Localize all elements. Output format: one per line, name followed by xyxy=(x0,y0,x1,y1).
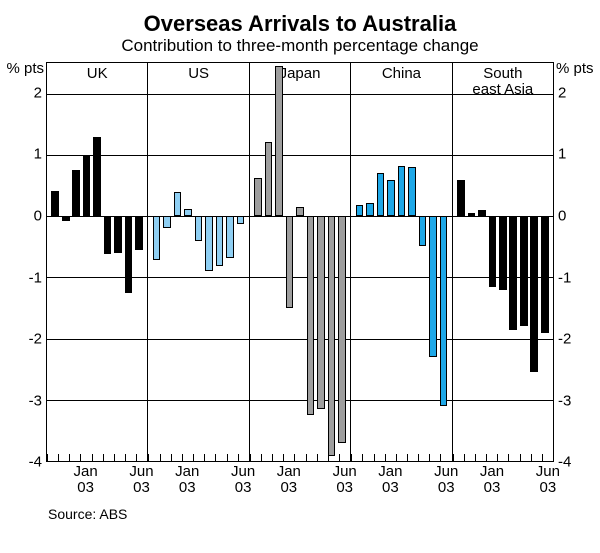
bar xyxy=(398,166,406,216)
y-tick-label: -3 xyxy=(29,392,42,409)
bar xyxy=(114,216,122,253)
bar xyxy=(135,216,143,250)
y-tick-label: -3 xyxy=(558,392,571,409)
bar xyxy=(237,216,245,223)
y-tick-label: 0 xyxy=(558,208,566,225)
bars-group xyxy=(148,63,248,461)
bar xyxy=(254,178,262,216)
bar xyxy=(216,216,224,266)
y-tick-label: 1 xyxy=(34,146,42,163)
plot-area: UKUSJapanChinaSouth east Asia xyxy=(46,62,554,462)
chart-container: Overseas Arrivals to Australia Contribut… xyxy=(0,0,600,553)
x-tick-label: Jan 03 xyxy=(175,464,199,496)
y-unit-right: % pts xyxy=(556,60,594,77)
x-tick-label: Jun 03 xyxy=(536,464,560,496)
bar xyxy=(489,216,497,286)
bar xyxy=(387,180,395,217)
bar xyxy=(509,216,517,329)
bar xyxy=(366,203,374,216)
bar xyxy=(377,173,385,216)
x-tick-label: Jan 03 xyxy=(480,464,504,496)
bar xyxy=(93,137,101,217)
panel: UK xyxy=(47,63,148,461)
y-unit-left: % pts xyxy=(6,60,44,77)
y-tick-label: -1 xyxy=(558,269,571,286)
y-axis-right: % pts 210-1-2-3-4 xyxy=(554,62,586,462)
panel: South east Asia xyxy=(453,63,553,461)
bars-group xyxy=(47,63,147,461)
y-tick-label: 0 xyxy=(34,208,42,225)
y-tick-label: -1 xyxy=(29,269,42,286)
bars-group xyxy=(351,63,451,461)
bar xyxy=(62,216,70,221)
bar xyxy=(478,210,486,216)
bar xyxy=(328,216,336,456)
y-tick-label: 2 xyxy=(558,84,566,101)
y-axis-left: % pts 210-1-2-3-4 xyxy=(14,62,46,462)
bar xyxy=(499,216,507,289)
bar xyxy=(195,216,203,240)
y-tick-label: -4 xyxy=(558,454,571,471)
bar xyxy=(286,216,294,308)
panel: Japan xyxy=(250,63,351,461)
bar xyxy=(265,142,273,217)
y-tick-label: -4 xyxy=(29,454,42,471)
x-tick-label: Jan 03 xyxy=(277,464,301,496)
bar xyxy=(104,216,112,254)
bar xyxy=(83,155,91,216)
bar xyxy=(125,216,133,293)
y-tick-label: -2 xyxy=(29,331,42,348)
bar xyxy=(520,216,528,326)
bar xyxy=(296,207,304,216)
bar xyxy=(356,205,364,216)
bar xyxy=(408,167,416,216)
bar xyxy=(307,216,315,415)
chart-subtitle: Contribution to three-month percentage c… xyxy=(14,36,586,56)
bars-group xyxy=(250,63,350,461)
bar xyxy=(541,216,549,332)
bar xyxy=(226,216,234,258)
x-tick-label: Jan 03 xyxy=(378,464,402,496)
bar xyxy=(174,192,182,216)
bar xyxy=(275,66,283,216)
plot-row: % pts 210-1-2-3-4 UKUSJapanChinaSouth ea… xyxy=(14,62,586,462)
x-tick-label: Jan 03 xyxy=(74,464,98,496)
bar xyxy=(429,216,437,357)
bar xyxy=(72,170,80,216)
y-tick-label: -2 xyxy=(558,331,571,348)
bar xyxy=(419,216,427,245)
source-label: Source: ABS xyxy=(14,506,586,522)
bar xyxy=(457,180,465,217)
bar xyxy=(51,191,59,217)
bar xyxy=(530,216,538,372)
bar xyxy=(338,216,346,443)
bar xyxy=(184,209,192,216)
bar xyxy=(440,216,448,406)
panel: China xyxy=(351,63,452,461)
y-tick-label: 1 xyxy=(558,146,566,163)
bar xyxy=(317,216,325,409)
panel: US xyxy=(148,63,249,461)
bar xyxy=(468,213,476,216)
y-tick-label: 2 xyxy=(34,84,42,101)
bar xyxy=(153,216,161,260)
bar xyxy=(205,216,213,271)
bar xyxy=(163,216,171,228)
chart-title: Overseas Arrivals to Australia xyxy=(14,12,586,36)
bars-group xyxy=(453,63,553,461)
x-axis-row: Jan 03Jun 03Jan 03Jun 03Jan 03Jun 03Jan … xyxy=(14,464,586,500)
